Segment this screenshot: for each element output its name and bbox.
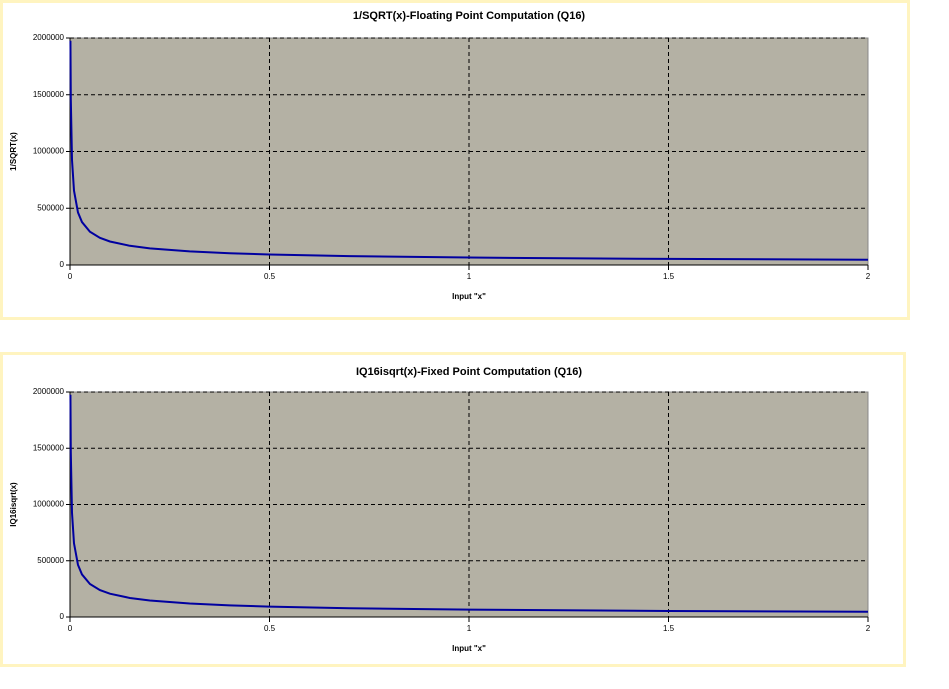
x-axis-label: Input "x" xyxy=(452,292,486,301)
chart-title: 1/SQRT(x)-Floating Point Computation (Q1… xyxy=(353,10,586,22)
y-tick-label: 0 xyxy=(60,612,65,621)
y-tick-label: 0 xyxy=(60,260,65,269)
data-line xyxy=(69,40,869,261)
x-tick-label: 0.5 xyxy=(264,624,276,633)
y-tick-label: 500000 xyxy=(37,203,64,212)
x-axis-label: Input "x" xyxy=(452,644,486,653)
x-tick-label: 2 xyxy=(866,624,871,633)
x-tick-label: 1.5 xyxy=(663,624,675,633)
x-tick-label: 0 xyxy=(68,272,73,281)
y-axis-label: 1/SQRT(x) xyxy=(9,132,18,171)
x-tick-label: 1 xyxy=(467,272,472,281)
y-tick-label: 2000000 xyxy=(33,33,65,42)
y-tick-label: 500000 xyxy=(37,556,64,565)
x-tick-label: 2 xyxy=(866,272,871,281)
y-tick-label: 1000000 xyxy=(33,500,65,509)
x-tick-label: 0 xyxy=(68,624,73,633)
y-axis-label: IQ16isqrt(x) xyxy=(9,482,18,527)
y-tick-label: 2000000 xyxy=(33,387,65,396)
x-tick-label: 0.5 xyxy=(264,272,276,281)
chart-title: IQ16isqrt(x)-Fixed Point Computation (Q1… xyxy=(356,366,582,378)
x-tick-label: 1 xyxy=(467,624,472,633)
data-line xyxy=(69,394,869,613)
x-tick-label: 1.5 xyxy=(663,272,675,281)
y-tick-label: 1500000 xyxy=(33,90,65,99)
y-tick-label: 1500000 xyxy=(33,443,65,452)
y-tick-label: 1000000 xyxy=(33,147,65,156)
